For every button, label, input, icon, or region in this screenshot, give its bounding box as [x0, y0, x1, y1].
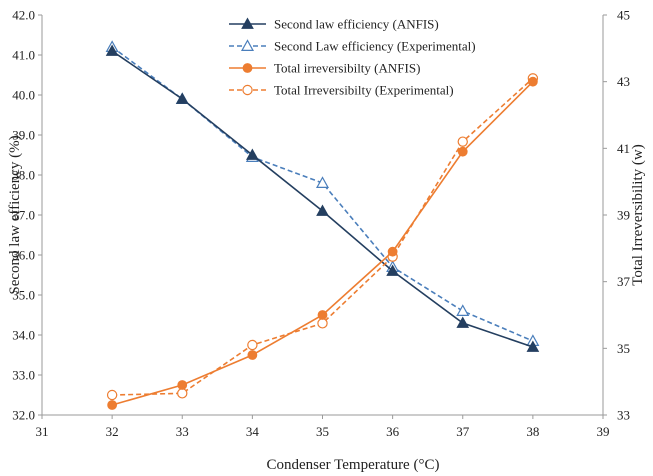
data-point	[175, 92, 189, 104]
series-line	[111, 81, 534, 406]
legend: Second law efficiency (ANFIS) Second Law …	[229, 17, 476, 98]
x-tick-label: 36	[386, 424, 400, 439]
y-left-tick-label: 33.0	[12, 368, 35, 383]
data-point	[247, 350, 258, 360]
series-layer	[105, 40, 540, 410]
data-point	[316, 204, 329, 216]
series-1	[105, 44, 540, 352]
legend-label: Total Irreversibilty (Experimental)	[274, 83, 454, 98]
y-right-tick-labels: 33 35 37 39 41 43 45	[603, 8, 631, 423]
data-point	[177, 380, 188, 390]
y-left-tick-label: 35.0	[12, 288, 35, 303]
y-right-tick-label: 37	[617, 274, 631, 289]
data-point	[317, 310, 328, 320]
y-left-tick-label: 38.0	[12, 168, 35, 183]
x-tick-label: 35	[316, 424, 329, 439]
y-right-tick-label: 39	[617, 208, 630, 223]
legend-item-4: Total Irreversibilty (Experimental)	[229, 83, 454, 98]
x-tick-label: 33	[176, 424, 189, 439]
data-point	[246, 148, 259, 160]
data-point	[107, 400, 118, 410]
legend-item-3: Total irreversibilty (ANFIS)	[229, 61, 420, 76]
x-tick-label: 38	[526, 424, 539, 439]
y-left-tick-label: 39.0	[12, 128, 35, 143]
data-point	[105, 44, 119, 56]
legend-label: Second Law efficiency (Experimental)	[274, 39, 476, 54]
x-tick-label: 34	[246, 424, 260, 439]
data-point	[457, 146, 468, 157]
legend-label: Second law efficiency (ANFIS)	[274, 17, 439, 32]
y-right-tick-label: 33	[617, 408, 630, 423]
y-left-tick-label: 36.0	[12, 248, 35, 263]
y-left-tick-label: 41.0	[12, 48, 35, 63]
legend-item-2: Second Law efficiency (Experimental)	[229, 39, 476, 54]
legend-label: Total irreversibilty (ANFIS)	[274, 61, 420, 76]
y-left-tick-label: 37.0	[12, 208, 35, 223]
data-point	[527, 76, 538, 87]
legend-swatch-marker	[242, 63, 253, 73]
data-point	[456, 304, 470, 316]
y-right-tick-label: 45	[617, 8, 630, 23]
series-line	[112, 77, 534, 396]
data-point	[177, 388, 188, 399]
y-axis-right-title: Total Irreversibility (w)	[630, 144, 646, 285]
data-point	[387, 246, 398, 257]
x-tick-label: 39	[597, 424, 610, 439]
data-point	[106, 389, 118, 401]
y-left-tick-label: 32.0	[12, 408, 35, 423]
data-point	[526, 340, 540, 352]
x-tick-label: 32	[106, 424, 119, 439]
x-axis-title: Condenser Temperature (°C)	[267, 457, 440, 473]
data-point	[457, 136, 468, 147]
y-right-tick-label: 41	[617, 141, 630, 156]
legend-swatch-marker	[240, 39, 255, 52]
data-point	[456, 316, 470, 328]
data-point	[315, 176, 330, 188]
legend-swatch-marker	[241, 17, 254, 29]
y-left-tick-label: 40.0	[12, 88, 35, 103]
x-tick-label: 37	[456, 424, 470, 439]
y-left-tick-label: 42.0	[12, 8, 35, 23]
y-left-tick-label: 34.0	[12, 328, 35, 343]
y-right-tick-label: 43	[617, 74, 630, 89]
y-left-tick-labels: 32.0 33.0 34.0 35.0 36.0 37.0 38.0 39.0 40.0 41.0…	[12, 8, 42, 423]
series-4	[106, 73, 539, 401]
y-axis-left-title: Second law efficiency (%)	[7, 135, 23, 294]
x-tick-label: 31	[36, 424, 49, 439]
data-point	[247, 339, 258, 351]
legend-item-1: Second law efficiency (ANFIS)	[229, 17, 439, 32]
data-point	[317, 318, 328, 329]
data-point	[386, 264, 399, 276]
legend-swatch-marker	[242, 84, 253, 96]
y-right-tick-label: 35	[617, 341, 630, 356]
x-tick-labels: 31 32 33 34 35 36 37 38 39	[36, 415, 610, 439]
series-3	[107, 76, 538, 410]
